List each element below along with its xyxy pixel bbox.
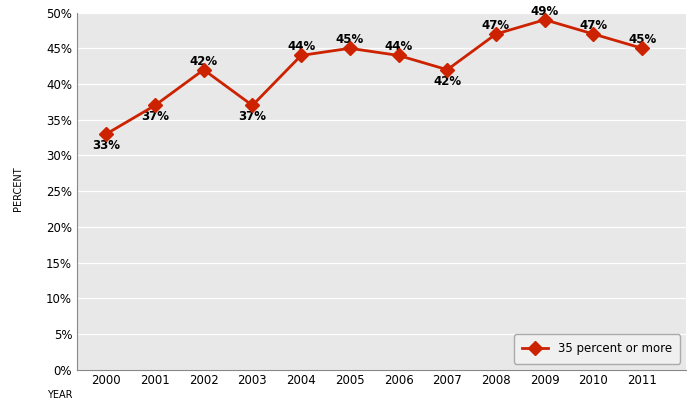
Text: 33%: 33% (92, 139, 120, 152)
Text: 45%: 45% (628, 33, 657, 46)
Text: 37%: 37% (239, 110, 267, 123)
Text: 37%: 37% (141, 110, 169, 123)
Text: 44%: 44% (384, 40, 413, 53)
Text: 45%: 45% (336, 33, 364, 46)
Text: PERCENT: PERCENT (13, 167, 22, 211)
Text: 42%: 42% (433, 75, 461, 88)
Text: 44%: 44% (287, 40, 315, 53)
Text: 47%: 47% (580, 19, 608, 32)
Text: YEAR: YEAR (47, 390, 72, 400)
Text: 49%: 49% (531, 5, 559, 18)
Legend: 35 percent or more: 35 percent or more (514, 334, 680, 364)
Text: 47%: 47% (482, 19, 510, 32)
Text: 42%: 42% (190, 55, 218, 68)
